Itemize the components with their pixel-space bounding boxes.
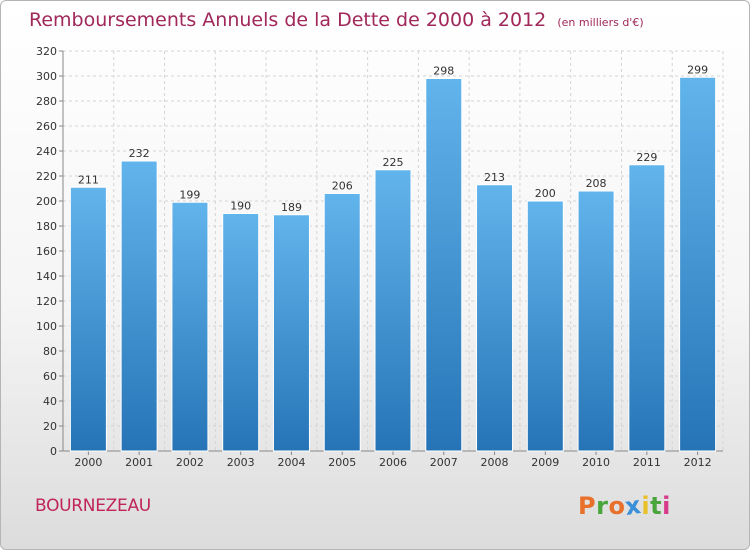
- value-label-2002: 199: [179, 188, 200, 201]
- bar-2000: [69, 186, 107, 452]
- x-tick-label-2000: 2000: [74, 456, 102, 469]
- y-tick-label: 60: [43, 370, 57, 383]
- logo-letter: P: [578, 492, 597, 520]
- bar-2012: [679, 76, 717, 452]
- x-tick-label-2003: 2003: [227, 456, 255, 469]
- x-tick-label-2006: 2006: [379, 456, 407, 469]
- bar-2005: [323, 193, 361, 452]
- bar-2007: [425, 78, 463, 452]
- unit-text: (en milliers d'€): [557, 16, 644, 29]
- value-label-2011: 229: [636, 151, 657, 164]
- labels: 211 2000 232 2001 199 2002 190 2003 189 2004 206 20…: [74, 63, 711, 469]
- proxiti-logo[interactable]: Proxiti: [578, 491, 671, 521]
- y-tick-label: 200: [36, 195, 57, 208]
- y-tick-label: 80: [43, 345, 57, 358]
- chart-title: Remboursements Annuels de la Dette de 20…: [29, 9, 644, 31]
- value-label-2001: 232: [129, 147, 150, 160]
- value-label-2004: 189: [281, 201, 302, 214]
- x-tick-label-2002: 2002: [176, 456, 204, 469]
- y-tick-label: 0: [50, 445, 57, 458]
- y-tick-label: 40: [43, 395, 57, 408]
- bar-2004: [272, 214, 310, 452]
- x-tick-label-2005: 2005: [328, 456, 356, 469]
- y-tick-label: 140: [36, 270, 57, 283]
- y-tick-label: 160: [36, 245, 57, 258]
- bar-2006: [374, 169, 412, 452]
- logo-letter: x: [623, 491, 644, 521]
- bar-2011: [628, 164, 666, 452]
- y-tick-label: 180: [36, 220, 57, 233]
- y-tick-label: 320: [36, 45, 57, 58]
- logo-letter: i: [641, 492, 651, 520]
- bar-2009: [526, 200, 564, 452]
- y-tick-label: 240: [36, 145, 57, 158]
- title-text: Remboursements Annuels de la Dette de 20…: [29, 9, 547, 31]
- value-label-2012: 299: [687, 63, 708, 76]
- bars: [69, 76, 717, 452]
- value-label-2000: 211: [78, 173, 99, 186]
- logo-letter: i: [662, 492, 671, 520]
- bar-2008: [476, 184, 514, 452]
- y-tick-label: 20: [43, 420, 57, 433]
- x-tick-label-2011: 2011: [633, 456, 661, 469]
- x-tick-label-2009: 2009: [531, 456, 559, 469]
- bar-2010: [577, 190, 615, 452]
- value-label-2008: 213: [484, 171, 505, 184]
- value-label-2010: 208: [586, 177, 607, 190]
- value-label-2003: 190: [230, 200, 251, 213]
- y-tick-label: 300: [36, 70, 57, 83]
- logo-letter: t: [650, 492, 663, 520]
- logo-letter: o: [608, 492, 626, 520]
- value-label-2006: 225: [383, 156, 404, 169]
- x-tick-label-2007: 2007: [430, 456, 458, 469]
- y-tick-label: 220: [36, 170, 57, 183]
- value-label-2005: 206: [332, 180, 353, 193]
- y-tick-label: 100: [36, 320, 57, 333]
- value-label-2009: 200: [535, 187, 556, 200]
- commune-name: BOURNEZEAU: [35, 496, 151, 516]
- bar-2001: [120, 160, 158, 452]
- x-tick-label-2008: 2008: [481, 456, 509, 469]
- y-tick-label: 260: [36, 120, 57, 133]
- y-tick-label: 120: [36, 295, 57, 308]
- x-tick-label-2010: 2010: [582, 456, 610, 469]
- bar-2003: [222, 213, 260, 452]
- logo-letter: r: [596, 492, 609, 520]
- x-tick-label-2012: 2012: [684, 456, 712, 469]
- y-tick-label: 280: [36, 95, 57, 108]
- value-label-2007: 298: [433, 65, 454, 78]
- x-tick-label-2001: 2001: [125, 456, 153, 469]
- bar-2002: [171, 201, 209, 452]
- x-tick-label-2004: 2004: [277, 456, 305, 469]
